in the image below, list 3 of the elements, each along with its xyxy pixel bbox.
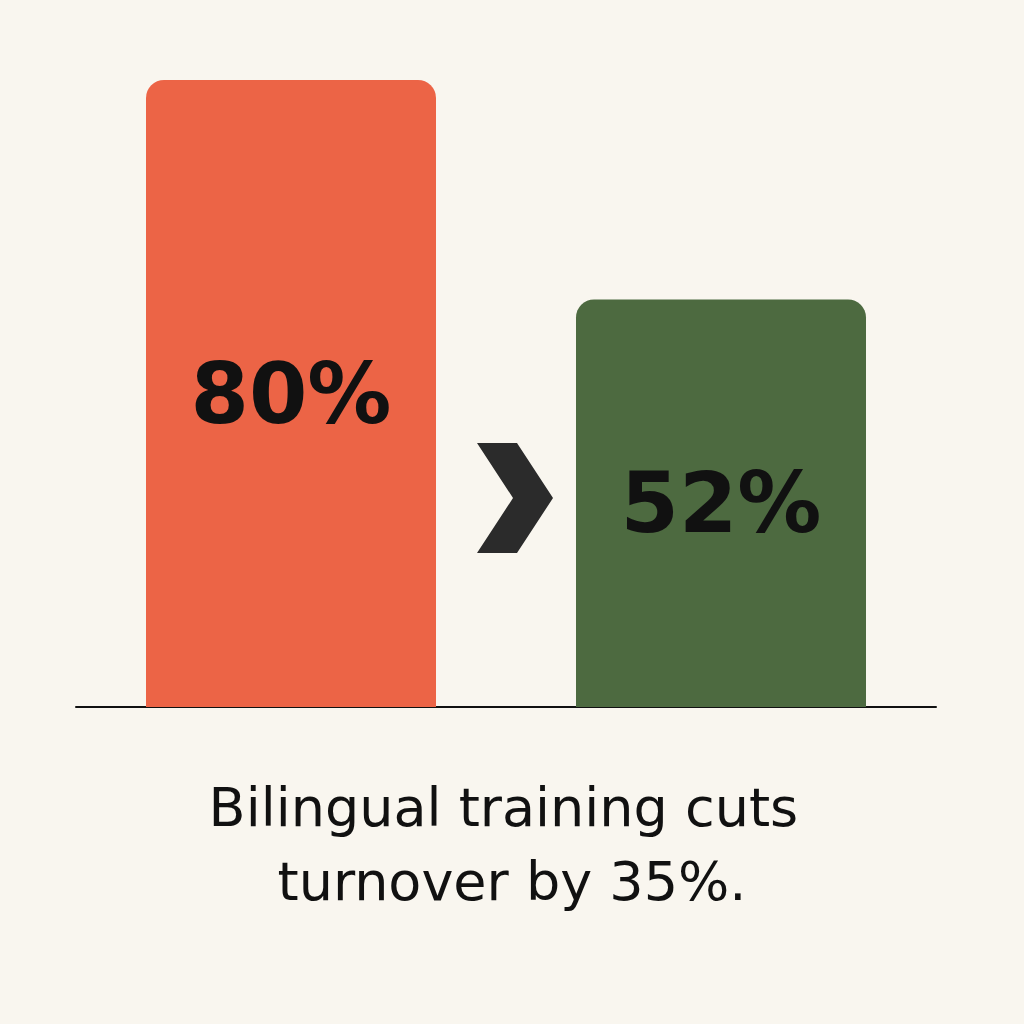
data-label: 80% <box>190 344 392 443</box>
text: Bilingual training cuts turnover by 35%. <box>208 775 816 913</box>
data-label: 52% <box>620 454 822 553</box>
